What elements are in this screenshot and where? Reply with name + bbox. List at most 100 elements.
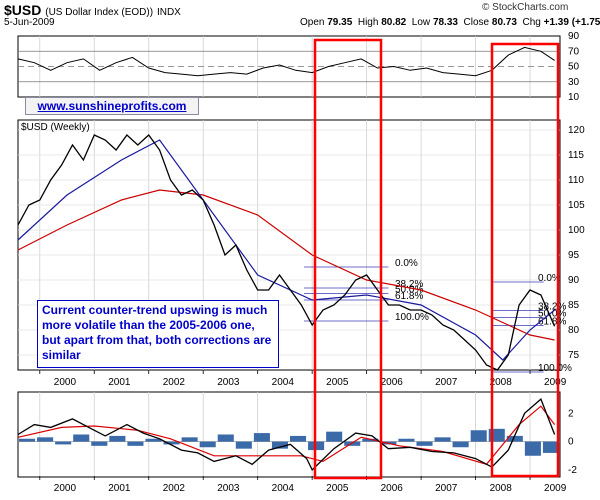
histogram-bar <box>181 437 198 442</box>
x-tick-label: 2009 <box>544 377 567 388</box>
open-label: Open <box>300 17 325 28</box>
x-tick-label: 2002 <box>163 483 186 494</box>
x-tick-label: 2005 <box>326 377 349 388</box>
histogram-bar <box>217 434 234 442</box>
x-axis-macd: 2000 2001 2002 2003 2004 2005 2006 2007 2008 2009 <box>39 476 567 494</box>
close-value: 80.73 <box>491 17 517 28</box>
histogram-bar <box>362 438 379 442</box>
price-tick-label: 95 <box>568 250 580 261</box>
ma-short-line <box>17 139 555 361</box>
macd-tick-label: 0 <box>568 437 574 448</box>
histogram-bar <box>73 434 90 442</box>
histogram-bar <box>253 433 270 442</box>
price-line <box>17 134 556 371</box>
rsi-tick-label: 90 <box>568 31 580 42</box>
x-tick-label: 2003 <box>217 483 240 494</box>
symbol: $USD <box>4 2 42 18</box>
x-tick-label: 2000 <box>54 483 77 494</box>
x-tick-label: 2006 <box>381 377 404 388</box>
histogram-bar <box>271 441 288 449</box>
x-tick-label: 2001 <box>108 377 131 388</box>
chart-title: $USD (US Dollar Index (EOD)) INDX <box>4 2 181 18</box>
macd-line <box>17 398 556 471</box>
annotation-note: Current counter-trend upswing is much mo… <box>37 300 279 368</box>
histogram-bar <box>127 441 144 446</box>
fib-2008-label: 50.0% <box>538 309 566 320</box>
histogram-bar <box>416 441 433 446</box>
macd-tick-label: 2 <box>568 408 574 419</box>
macd-tick-label: -2 <box>568 465 577 476</box>
rsi-tick-label: 10 <box>568 92 580 103</box>
histogram-bar <box>344 441 361 446</box>
rsi-tick-label: 70 <box>568 46 580 57</box>
histogram-bar <box>145 438 162 442</box>
fib-2005-label: 38.2% <box>395 279 423 290</box>
low-label: Low <box>411 17 431 28</box>
fib-2005-label: 61.8% <box>395 291 423 302</box>
price-tick-label: 105 <box>568 200 585 211</box>
open-value: 79.35 <box>327 17 353 28</box>
price-tick-label: 100 <box>568 225 585 236</box>
highlight-box-2008 <box>490 42 560 478</box>
rsi-tick-label: 30 <box>568 77 580 88</box>
histogram-bar <box>91 441 108 446</box>
low-value: 78.33 <box>432 17 458 28</box>
x-tick-label: 2003 <box>217 377 240 388</box>
histogram-bar <box>55 441 72 445</box>
description: (US Dollar Index (EOD)) <box>45 7 154 18</box>
fib-2008-label: 100.0% <box>538 363 572 374</box>
rsi-panel: 90 70 50 30 10 <box>17 31 580 103</box>
x-tick-label: 2004 <box>272 483 295 494</box>
histogram-bar <box>109 435 126 442</box>
ma-long-line <box>17 189 555 341</box>
x-tick-label: 2005 <box>326 483 349 494</box>
macd-panel: 2 0 -2 <box>17 391 577 478</box>
histogram-bar <box>235 441 252 449</box>
price-tick-label: 90 <box>568 275 580 286</box>
histogram-bar <box>37 437 54 442</box>
rsi-tick-label: 50 <box>568 62 580 73</box>
x-tick-label: 2007 <box>435 377 458 388</box>
histogram-bar <box>542 441 559 453</box>
x-tick-label: 2006 <box>381 483 404 494</box>
price-tick-label: 80 <box>568 325 580 336</box>
x-tick-label: 2007 <box>435 483 458 494</box>
x-tick-label: 2008 <box>490 377 513 388</box>
price-tick-label: 85 <box>568 300 580 311</box>
date: 5-Jun-2009 <box>4 17 55 28</box>
x-tick-label: 2001 <box>108 483 131 494</box>
price-tick-label: 110 <box>568 175 584 186</box>
histogram-bar <box>199 441 216 448</box>
rsi-line <box>17 46 555 77</box>
quote-row: Open 79.35 High 80.82 Low 78.33 Close 80… <box>300 17 600 28</box>
histogram-bar <box>434 437 451 442</box>
high-label: High <box>357 17 379 28</box>
close-label: Close <box>463 17 490 28</box>
fib-2005-label: 50.0% <box>395 285 423 296</box>
histogram-bar <box>524 441 541 456</box>
histogram-bar <box>19 438 36 442</box>
histogram-bar <box>326 431 343 442</box>
highlight-box-2005 <box>313 38 383 480</box>
histogram-bar <box>398 438 415 442</box>
macd-signal-line <box>17 405 556 465</box>
histogram-bar <box>470 430 487 442</box>
price-panel-label: $USD (Weekly) <box>21 122 90 133</box>
website-link[interactable]: www.sunshineprofits.com <box>25 97 199 115</box>
x-tick-label: 2008 <box>490 483 513 494</box>
fib-2008-label: 0.0% <box>538 273 561 284</box>
chg-value: +1.39 (+1.75%) <box>543 17 600 28</box>
histogram-bar <box>452 441 469 448</box>
credit: © StockCharts.com <box>482 2 569 13</box>
x-tick-label: 2009 <box>544 483 567 494</box>
exchange: INDX <box>156 7 181 18</box>
highlight-boxes <box>313 38 560 480</box>
price-tick-label: 120 <box>568 125 585 136</box>
histogram-bar <box>290 435 307 442</box>
fib-2005-label: 0.0% <box>395 258 418 269</box>
x-axis-main: 2000 2001 2002 2003 2004 2005 2006 2007 2008 2009 <box>39 370 567 388</box>
x-tick-label: 2000 <box>54 377 77 388</box>
price-tick-label: 75 <box>568 350 580 361</box>
fib-2005-label: 100.0% <box>395 312 429 323</box>
